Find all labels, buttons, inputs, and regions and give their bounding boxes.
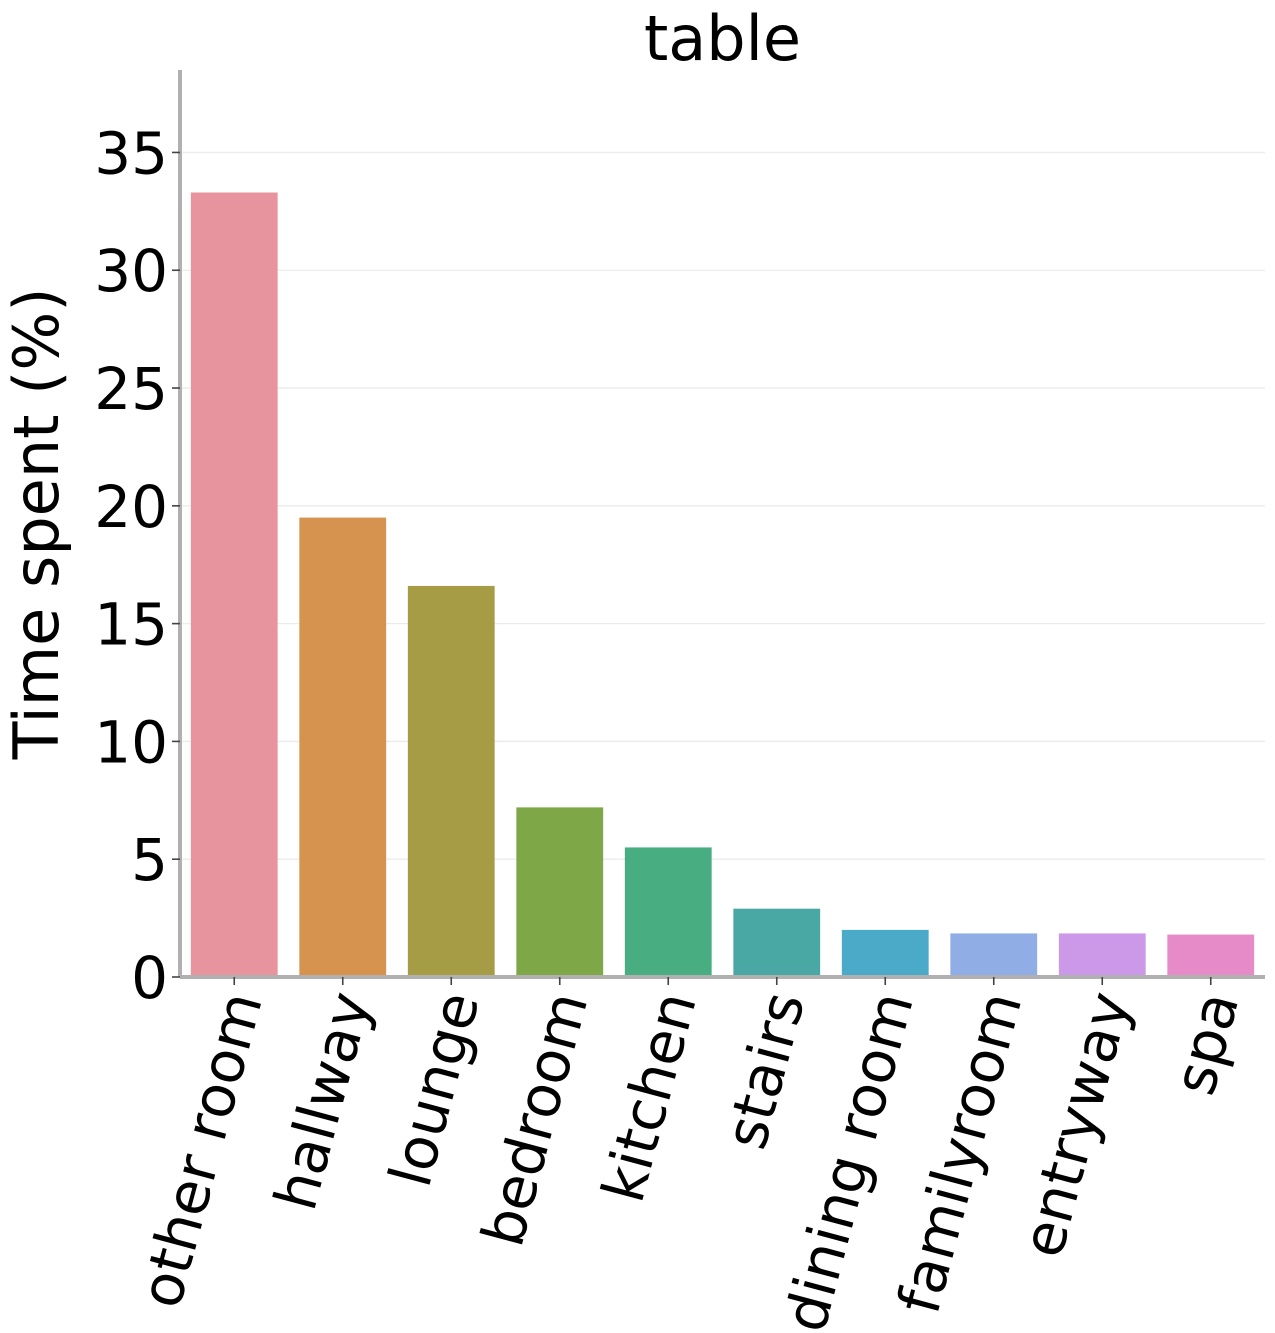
x-tick-label-lounge: lounge <box>376 985 493 1193</box>
bar-spa <box>1167 934 1255 977</box>
y-tick-label-25: 25 <box>94 355 168 423</box>
x-tick-label-spa: spa <box>1160 985 1252 1102</box>
x-tick-label-kitchen: kitchen <box>589 985 710 1209</box>
y-tick-label-0: 0 <box>131 944 168 1012</box>
y-tick-label-35: 35 <box>94 119 168 187</box>
y-tick-label-10: 10 <box>94 708 168 776</box>
y-tick-label-20: 20 <box>94 473 168 541</box>
x-tick-label-hallway: hallway <box>261 985 384 1217</box>
bar-dining-room <box>841 929 929 977</box>
bar-entryway <box>1058 933 1146 977</box>
x-tick-label-bedroom: bedroom <box>468 985 601 1253</box>
bar-stairs <box>733 908 821 977</box>
bar-kitchen <box>624 847 712 977</box>
x-tick-label-stairs: stairs <box>712 985 819 1156</box>
y-tick-label-5: 5 <box>131 826 168 894</box>
bar-hallway <box>299 517 387 977</box>
y-tick-label-15: 15 <box>94 591 168 659</box>
chart-title: table <box>644 2 801 75</box>
y-ticks: 0 5 10 15 20 25 30 35 <box>94 119 180 1012</box>
bar-familyroom <box>950 933 1038 977</box>
y-tick-label-30: 30 <box>94 237 168 305</box>
y-axis-label: Time spent (%) <box>0 288 73 761</box>
x-tick-label-other-room: other room <box>126 985 275 1315</box>
bars <box>190 192 1255 977</box>
bar-other-room <box>190 192 278 977</box>
axes <box>178 70 1265 979</box>
bar-lounge <box>407 585 495 977</box>
bar-bedroom <box>516 807 604 977</box>
